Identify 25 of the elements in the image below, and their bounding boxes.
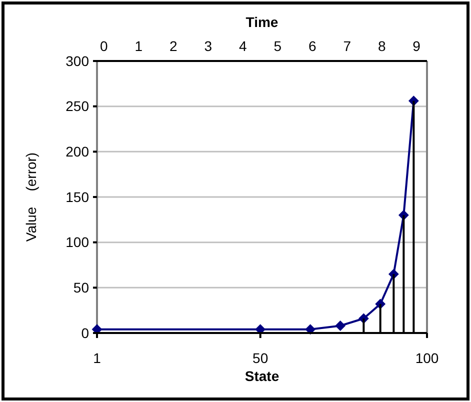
y-axis-title: Value (error) <box>23 152 39 242</box>
x-tick-label: 50 <box>252 350 268 366</box>
x2-axis-title: Time <box>246 14 278 30</box>
y-tick-label: 250 <box>66 98 90 114</box>
x2-tick-label: 7 <box>343 38 352 54</box>
y-tick-label: 0 <box>81 324 90 341</box>
y-tick-label: 100 <box>66 234 90 250</box>
y-tick-label: 200 <box>66 144 90 160</box>
x2-tick-label: 5 <box>274 38 282 54</box>
x-tick-label: 1 <box>93 350 102 366</box>
x2-tick-label: 0 <box>100 38 108 54</box>
x2-tick-label: 8 <box>378 38 386 54</box>
y-tick-label: 150 <box>66 188 90 205</box>
x2-tick-label: 9 <box>412 38 421 54</box>
x2-tick-label: 4 <box>238 38 247 54</box>
point <box>305 324 316 334</box>
x2-tick-label: 3 <box>204 38 212 54</box>
x2-tick-label: 1 <box>134 38 143 54</box>
y-tick-label: 50 <box>73 280 90 296</box>
x-axis-title: State <box>244 368 280 384</box>
x2-tick-label: 6 <box>308 38 316 54</box>
y-tick-label: 300 <box>66 52 90 69</box>
x-tick-label: 100 <box>415 350 439 366</box>
point <box>335 320 346 331</box>
x2-tick-label: 2 <box>170 38 178 54</box>
